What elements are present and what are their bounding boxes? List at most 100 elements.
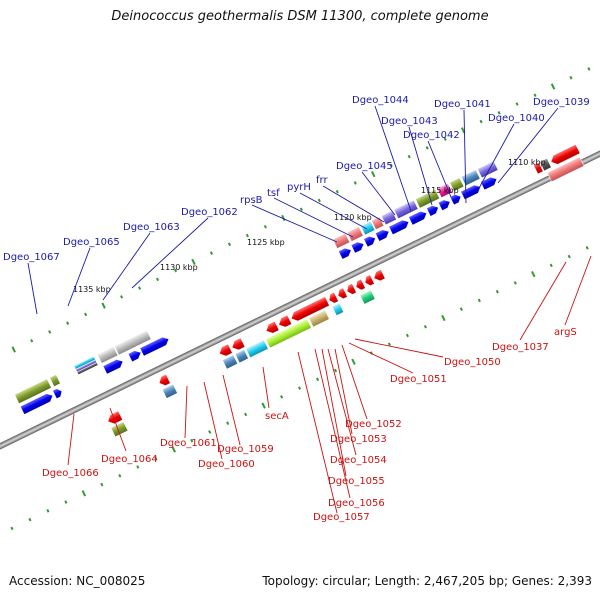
gene-label: Dgeo_1042 xyxy=(403,130,460,141)
gene-feature xyxy=(328,291,339,304)
scale-tick xyxy=(154,456,158,461)
gene-feature xyxy=(338,247,352,260)
gene-feature xyxy=(355,278,366,291)
gene-feature xyxy=(388,219,410,236)
scale-tick xyxy=(567,254,571,259)
scale-label: 1110 kbp xyxy=(508,158,546,167)
gene-feature xyxy=(375,229,390,242)
scale-tick xyxy=(81,490,87,497)
scale-tick xyxy=(477,298,481,303)
gene-feature xyxy=(107,410,123,425)
gene-feature xyxy=(219,343,233,357)
scale-tick xyxy=(10,526,14,531)
gene-feature xyxy=(373,269,386,282)
scale-ticks-lower xyxy=(10,246,589,531)
gene-feature xyxy=(380,210,397,226)
gene-feature xyxy=(110,421,129,438)
scale-tick xyxy=(28,517,32,522)
scale-label: 1130 kbp xyxy=(160,263,198,272)
scale-tick xyxy=(118,473,122,478)
scale-tick xyxy=(263,224,267,229)
gene-label: Dgeo_1054 xyxy=(330,455,387,466)
gene-label: Dgeo_1066 xyxy=(42,468,99,479)
label-leader-lines xyxy=(27,105,592,514)
gene-feature xyxy=(332,233,351,249)
gene-feature xyxy=(114,329,152,356)
scale-tick xyxy=(405,333,409,338)
gene-label: Dgeo_1060 xyxy=(198,459,255,470)
scale-tick xyxy=(531,270,536,278)
gene-label: Dgeo_1041 xyxy=(434,99,491,110)
gene-label: Dgeo_1045 xyxy=(336,161,393,172)
gene-label: Dgeo_1040 xyxy=(488,113,545,124)
gene-label: Dgeo_1053 xyxy=(330,434,387,445)
gene-label: Dgeo_1052 xyxy=(345,419,402,430)
gene-feature xyxy=(14,378,52,405)
gene-label: Dgeo_1067 xyxy=(3,252,60,263)
scale-tick xyxy=(120,295,124,299)
gene-feature xyxy=(437,199,451,211)
gene-feature xyxy=(245,339,269,358)
gene-label: secA xyxy=(265,411,289,422)
scale-tick xyxy=(585,246,589,250)
gene-label: Dgeo_1065 xyxy=(63,237,120,248)
scale-tick xyxy=(389,163,393,168)
gene-feature xyxy=(161,383,178,399)
gene-feature xyxy=(363,235,376,248)
scale-tick xyxy=(30,338,34,343)
scale-tick xyxy=(353,181,357,185)
accession-text: Accession: NC_008025 xyxy=(9,574,146,588)
map-title: Deinococcus geothermalis DSM 11300, comp… xyxy=(111,9,489,24)
gene-feature xyxy=(222,354,238,370)
scale-label: 1125 kbp xyxy=(247,238,285,247)
gene-feature xyxy=(308,309,330,328)
gene-label: frr xyxy=(316,175,328,186)
gene-feature xyxy=(360,220,376,236)
gene-feature xyxy=(436,183,453,198)
gene-label: Dgeo_1055 xyxy=(328,476,385,487)
scale-tick xyxy=(190,438,194,443)
gene-feature xyxy=(96,346,119,364)
gene-feature xyxy=(291,296,330,322)
gene-label: tsf xyxy=(267,188,280,199)
scale-tick xyxy=(245,233,249,238)
scale-tick xyxy=(136,465,140,469)
scale-tick xyxy=(66,321,70,325)
gene-feature xyxy=(426,205,439,217)
gene-feature xyxy=(19,393,54,415)
scale-label: 1115 kbp xyxy=(421,186,459,195)
gene-feature xyxy=(139,336,170,357)
gene-feature xyxy=(346,226,364,242)
scale-tick xyxy=(371,171,376,178)
scale-tick xyxy=(351,358,356,365)
scale-tick xyxy=(497,110,501,115)
scale-tick xyxy=(261,402,266,409)
scale-label: 1135 kbp xyxy=(73,285,111,294)
gene-label: argS xyxy=(554,327,577,338)
scale-tick xyxy=(46,509,50,513)
scale-tick xyxy=(208,430,212,434)
gene-feature xyxy=(533,162,544,175)
scale-tick xyxy=(569,75,573,80)
gene-label: Dgeo_1056 xyxy=(328,498,385,509)
scale-tick xyxy=(315,377,320,382)
scale-tick xyxy=(407,154,411,159)
gene-feature xyxy=(346,283,357,295)
gene-feature xyxy=(480,176,498,191)
scale-tick xyxy=(209,251,214,255)
gene-features xyxy=(14,144,585,438)
gene-feature xyxy=(265,320,280,334)
scale-tick xyxy=(495,289,499,294)
gene-feature xyxy=(460,184,482,200)
gene-feature xyxy=(331,302,345,316)
gene-feature xyxy=(265,318,312,349)
gene-feature xyxy=(350,241,365,254)
scale-tick xyxy=(387,342,392,347)
gene-label: Dgeo_1057 xyxy=(313,512,370,523)
scale-tick xyxy=(100,482,104,487)
scale-tick xyxy=(171,446,176,453)
gene-feature xyxy=(49,374,61,387)
scale-tick xyxy=(155,277,160,282)
scale-tick xyxy=(425,146,429,150)
scale-tick xyxy=(173,268,178,273)
